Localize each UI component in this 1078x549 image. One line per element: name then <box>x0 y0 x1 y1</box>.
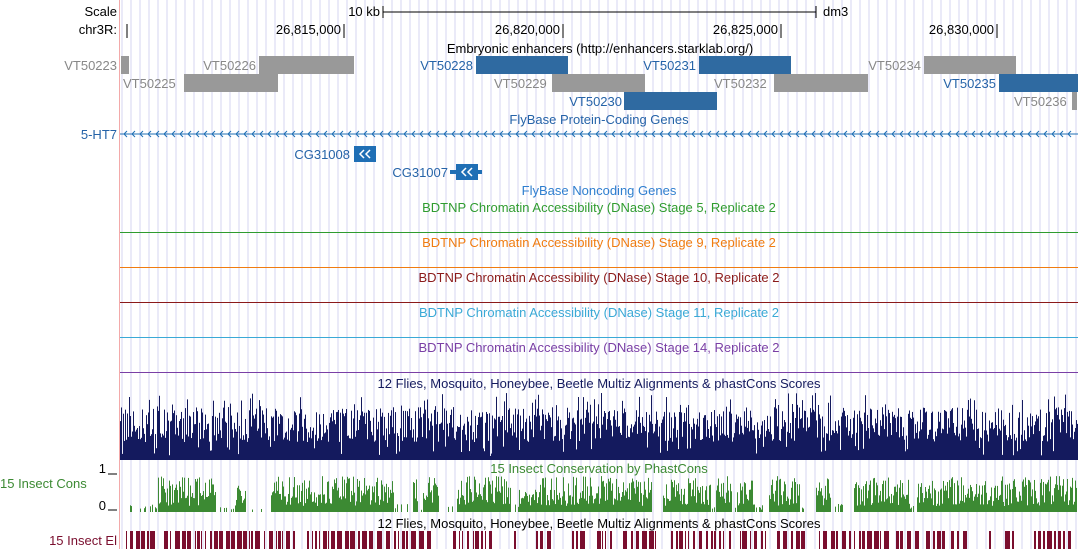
track-title-enhancers: Embryonic enhancers (http://enhancers.st… <box>446 41 754 56</box>
enhancer-label[interactable]: VT50225 <box>123 76 176 91</box>
enhancer-label[interactable]: VT50228 <box>420 58 473 73</box>
track-title-protein-genes: FlyBase Protein-Coding Genes <box>509 112 689 127</box>
gene-label[interactable]: CG31007 <box>392 165 448 180</box>
track-title-multiz: 12 Flies, Mosquito, Honeybee, Beetle Mul… <box>377 376 821 391</box>
phastcons-side-label[interactable]: 15 Insect Cons <box>0 476 87 491</box>
conserved-elements <box>126 531 1071 549</box>
enhancer-label[interactable]: VT50231 <box>643 58 696 73</box>
ruler-position: 26,815,000 <box>275 22 341 37</box>
gene-label[interactable]: 5-HT7 <box>80 127 117 142</box>
enhancer-feature[interactable] <box>184 74 278 92</box>
multiz-signal <box>120 393 1078 460</box>
dnase-signal-line <box>120 302 1078 303</box>
gene-cg31007-feature[interactable] <box>450 164 482 180</box>
gene-label[interactable]: CG31008 <box>294 147 350 162</box>
enhancer-label[interactable]: VT50235 <box>943 76 996 91</box>
chrom-label: chr3R: <box>78 22 117 37</box>
enhancer-feature[interactable] <box>924 56 1016 74</box>
enhancer-label[interactable]: VT50232 <box>714 76 767 91</box>
scale-bar <box>382 6 817 18</box>
track-title-elements: 12 Flies, Mosquito, Honeybee, Beetle Mul… <box>377 516 821 531</box>
enhancer-feature[interactable] <box>699 56 791 74</box>
ruler-position: 26,825,000 <box>712 22 778 37</box>
dnase-signal-line <box>120 372 1078 373</box>
gene-cg31008-feature[interactable] <box>354 146 376 162</box>
enhancer-label[interactable]: VT50226 <box>203 58 256 73</box>
enhancer-feature[interactable] <box>121 56 129 74</box>
enhancer-feature[interactable] <box>774 74 868 92</box>
phastcons-min-label: 0 <box>98 498 106 513</box>
dnase-signal-line <box>120 337 1078 338</box>
track-title-phastcons: 15 Insect Conservation by PhastCons <box>490 461 708 476</box>
enhancer-label[interactable]: VT50236 <box>1014 94 1067 109</box>
track-title-dnase: BDTNP Chromatin Accessibility (DNase) St… <box>418 340 780 355</box>
track-title-dnase: BDTNP Chromatin Accessibility (DNase) St… <box>422 235 776 250</box>
phastcons-max-label: 1 <box>98 461 106 476</box>
dnase-signal-line <box>120 232 1078 233</box>
assembly-label: dm3 <box>823 4 849 19</box>
track-title-noncoding: FlyBase Noncoding Genes <box>521 183 677 198</box>
enhancer-label[interactable]: VT50229 <box>494 76 547 91</box>
ruler-ticks <box>126 24 998 38</box>
enhancer-label[interactable]: VT50230 <box>569 94 622 109</box>
enhancer-feature[interactable] <box>259 56 354 74</box>
enhancer-feature[interactable] <box>624 92 717 110</box>
enhancer-label[interactable]: VT50223 <box>64 58 117 73</box>
phastcons-signal <box>130 476 1077 512</box>
enhancer-feature[interactable] <box>999 74 1078 92</box>
dnase-signal-line <box>120 267 1078 268</box>
enhancer-feature[interactable] <box>552 74 645 92</box>
enhancer-feature[interactable] <box>1072 92 1077 110</box>
enhancer-label[interactable]: VT50234 <box>868 58 921 73</box>
track-title-dnase: BDTNP Chromatin Accessibility (DNase) St… <box>422 200 776 215</box>
scale-bar-label: 10 kb <box>348 4 380 19</box>
scale-label: Scale <box>84 4 117 19</box>
ruler-position: 26,820,000 <box>494 22 560 37</box>
left-margin-line <box>119 0 120 549</box>
phastcons-axis-ticks <box>108 473 117 511</box>
elements-side-label[interactable]: 15 Insect El <box>49 533 117 548</box>
ruler-position: 26,830,000 <box>928 22 994 37</box>
track-title-dnase: BDTNP Chromatin Accessibility (DNase) St… <box>418 270 780 285</box>
gene-5-ht7-line[interactable] <box>120 128 1078 140</box>
track-title-dnase: BDTNP Chromatin Accessibility (DNase) St… <box>418 305 780 320</box>
enhancer-feature[interactable] <box>476 56 568 74</box>
